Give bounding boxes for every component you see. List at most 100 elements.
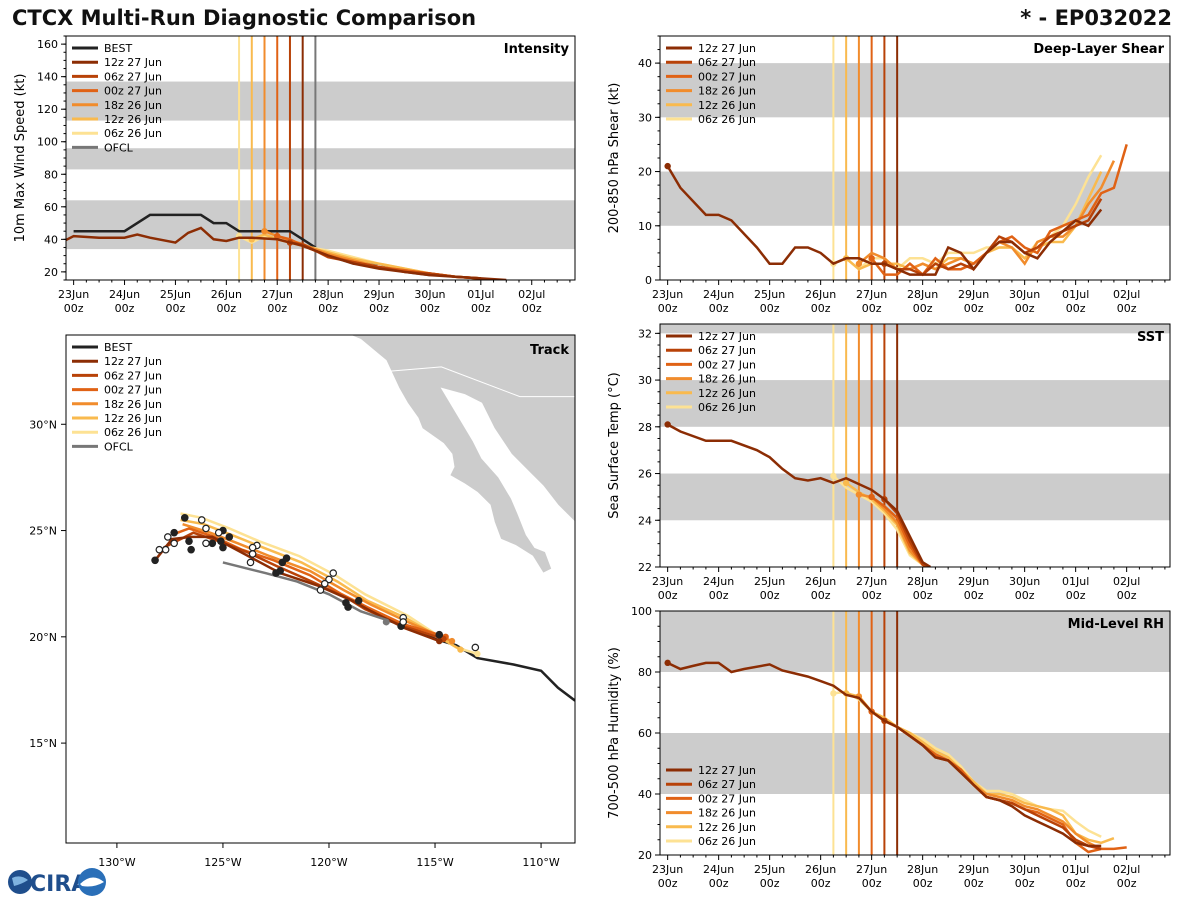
open-point — [161, 545, 170, 554]
legend-label: 06z 27 Jun — [698, 344, 756, 357]
x-tick-label-hour: 00z — [115, 302, 135, 315]
x-tick-label-day: 24Jun — [703, 288, 734, 301]
panel-track: 130°W 125°W 120°W 115°W 110°W 15°N 20°N 25°N 30°… — [29, 334, 576, 869]
x-tick-label-day: 30Jun — [1009, 863, 1040, 876]
legend-label: 00z 27 Jun — [104, 384, 162, 397]
x-tick-label-day: 28Jun — [907, 288, 938, 301]
best-point — [344, 603, 352, 611]
x-tick-label-day: 27Jun — [856, 575, 887, 588]
series-start-point — [855, 491, 863, 498]
series-line-12z-26-Jun — [845, 692, 1115, 845]
x-tick-label-day: 27Jun — [262, 288, 293, 301]
panel-intensity: 2040608010012014016023Jun00z24Jun00z25Ju… — [13, 35, 576, 315]
x-tick-label-day: 25Jun — [160, 288, 191, 301]
legend-label: 12z 27 Jun — [698, 330, 756, 343]
x-tick-label-day: 24Jun — [109, 288, 140, 301]
x-tick-label-hour: 00z — [913, 877, 933, 890]
x-tick-label-hour: 00z — [1015, 589, 1035, 602]
legend-label: 06z 26 Jun — [698, 113, 756, 126]
x-tick-label-day: 23Jun — [652, 288, 683, 301]
y-axis-label: Sea Surface Temp (°C) — [607, 372, 622, 519]
lat-tick-label: 15°N — [29, 737, 57, 750]
x-tick-label-day: 02Jul — [518, 288, 545, 301]
lon-tick-label: 130°W — [98, 856, 135, 869]
panel-title: Intensity — [504, 42, 570, 57]
x-tick-label-day: 29Jun — [958, 863, 989, 876]
open-point — [316, 586, 325, 594]
y-axis-label: 700-500 hPa Humidity (%) — [607, 647, 622, 819]
x-tick-label-day: 23Jun — [58, 288, 89, 301]
open-point — [248, 543, 257, 552]
best-point — [208, 539, 217, 548]
y-tick-label: 20 — [44, 266, 58, 279]
y-tick-label: 60 — [638, 727, 652, 740]
x-tick-label-hour: 00z — [709, 589, 729, 602]
best-point — [151, 556, 159, 565]
plot-area-sst — [664, 324, 931, 567]
x-tick-label-hour: 00z — [1015, 302, 1035, 315]
x-tick-label-day: 23Jun — [652, 575, 683, 588]
panel-title: Deep-Layer Shear — [1033, 42, 1164, 57]
x-tick-label-day: 26Jun — [211, 288, 242, 301]
threshold-band — [660, 733, 1170, 794]
open-point — [197, 516, 206, 524]
series-line-12z-27-Jun — [667, 661, 1102, 848]
x-tick-label-day: 01Jul — [467, 288, 494, 301]
x-tick-label-day: 29Jun — [958, 575, 989, 588]
y-tick-label: 100 — [631, 605, 652, 618]
series-start-point — [261, 228, 268, 235]
legend-label: 06z 26 Jun — [698, 835, 756, 848]
legend-label: 06z 26 Jun — [104, 127, 162, 140]
open-point — [248, 550, 257, 558]
y-tick-label: 160 — [37, 38, 58, 51]
series-line-12z-27-Jun — [666, 165, 1103, 276]
legend-label: OFCL — [104, 141, 134, 154]
logo-swirl-icon — [12, 876, 28, 886]
x-tick-label-hour: 00z — [318, 302, 338, 315]
x-tick-label-day: 02Jul — [1113, 288, 1140, 301]
open-point — [164, 533, 172, 541]
legend-label: 12z 27 Jun — [104, 56, 162, 69]
legend-label: 12z 27 Jun — [104, 355, 162, 368]
y-axis-label: 200-850 hPa Shear (kt) — [607, 83, 622, 234]
y-tick-label: 40 — [638, 788, 652, 801]
lon-tick-label: 115°W — [416, 856, 453, 869]
y-tick-label: 26 — [638, 468, 652, 481]
threshold-band — [660, 380, 1170, 427]
x-tick-label-hour: 00z — [913, 302, 933, 315]
best-point — [217, 537, 225, 545]
y-tick-label: 20 — [638, 849, 652, 862]
x-tick-label-hour: 00z — [964, 589, 984, 602]
best-point — [282, 554, 291, 562]
best-point — [354, 596, 363, 605]
ofcl-point — [382, 618, 390, 626]
y-tick-label: 30 — [638, 374, 652, 387]
series-line-12z-27-Jun — [66, 226, 507, 280]
logo-cloud-icon — [80, 877, 104, 887]
panel-sst: 22242628303223Jun00z24Jun00z25Jun00z26Ju… — [607, 323, 1171, 602]
x-tick-label-day: 25Jun — [754, 288, 785, 301]
x-tick-label-day: 27Jun — [856, 288, 887, 301]
x-tick-label-hour: 00z — [1117, 302, 1137, 315]
track-line-12z-27-Jun — [154, 535, 440, 643]
panel-rh: 2040608010023Jun00z24Jun00z25Jun00z26Jun… — [607, 605, 1171, 890]
y-tick-label: 140 — [37, 71, 58, 84]
cira-logo: CIRA — [8, 868, 106, 897]
x-tick-label-hour: 00z — [811, 302, 831, 315]
best-point — [219, 543, 227, 552]
legend-label: 06z 27 Jun — [698, 778, 756, 791]
legend-label: 06z 26 Jun — [104, 426, 162, 439]
x-tick-label-day: 26Jun — [805, 863, 836, 876]
best-point — [272, 569, 280, 577]
legend-label: OFCL — [104, 440, 134, 453]
series-start-point — [58, 239, 64, 245]
threshold-band — [660, 473, 1170, 521]
x-tick-label-hour: 00z — [709, 877, 729, 890]
legend-label: 12z 26 Jun — [104, 412, 162, 425]
storm-id-title: * - EP032022 — [1020, 6, 1172, 30]
best-point — [185, 537, 193, 545]
series-start-point — [868, 255, 875, 262]
y-tick-label: 10 — [638, 220, 652, 233]
lat-tick-label: 25°N — [29, 525, 57, 538]
